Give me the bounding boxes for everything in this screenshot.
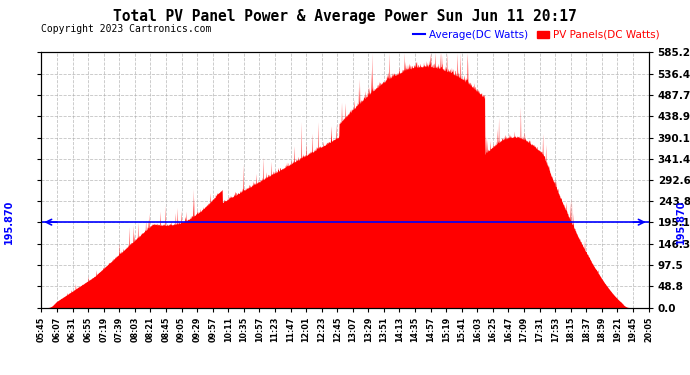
Text: Copyright 2023 Cartronics.com: Copyright 2023 Cartronics.com <box>41 24 212 34</box>
Text: 195.870: 195.870 <box>676 200 686 244</box>
Legend: Average(DC Watts), PV Panels(DC Watts): Average(DC Watts), PV Panels(DC Watts) <box>408 26 664 44</box>
Text: 195.870: 195.870 <box>4 200 14 244</box>
Text: Total PV Panel Power & Average Power Sun Jun 11 20:17: Total PV Panel Power & Average Power Sun… <box>113 9 577 24</box>
